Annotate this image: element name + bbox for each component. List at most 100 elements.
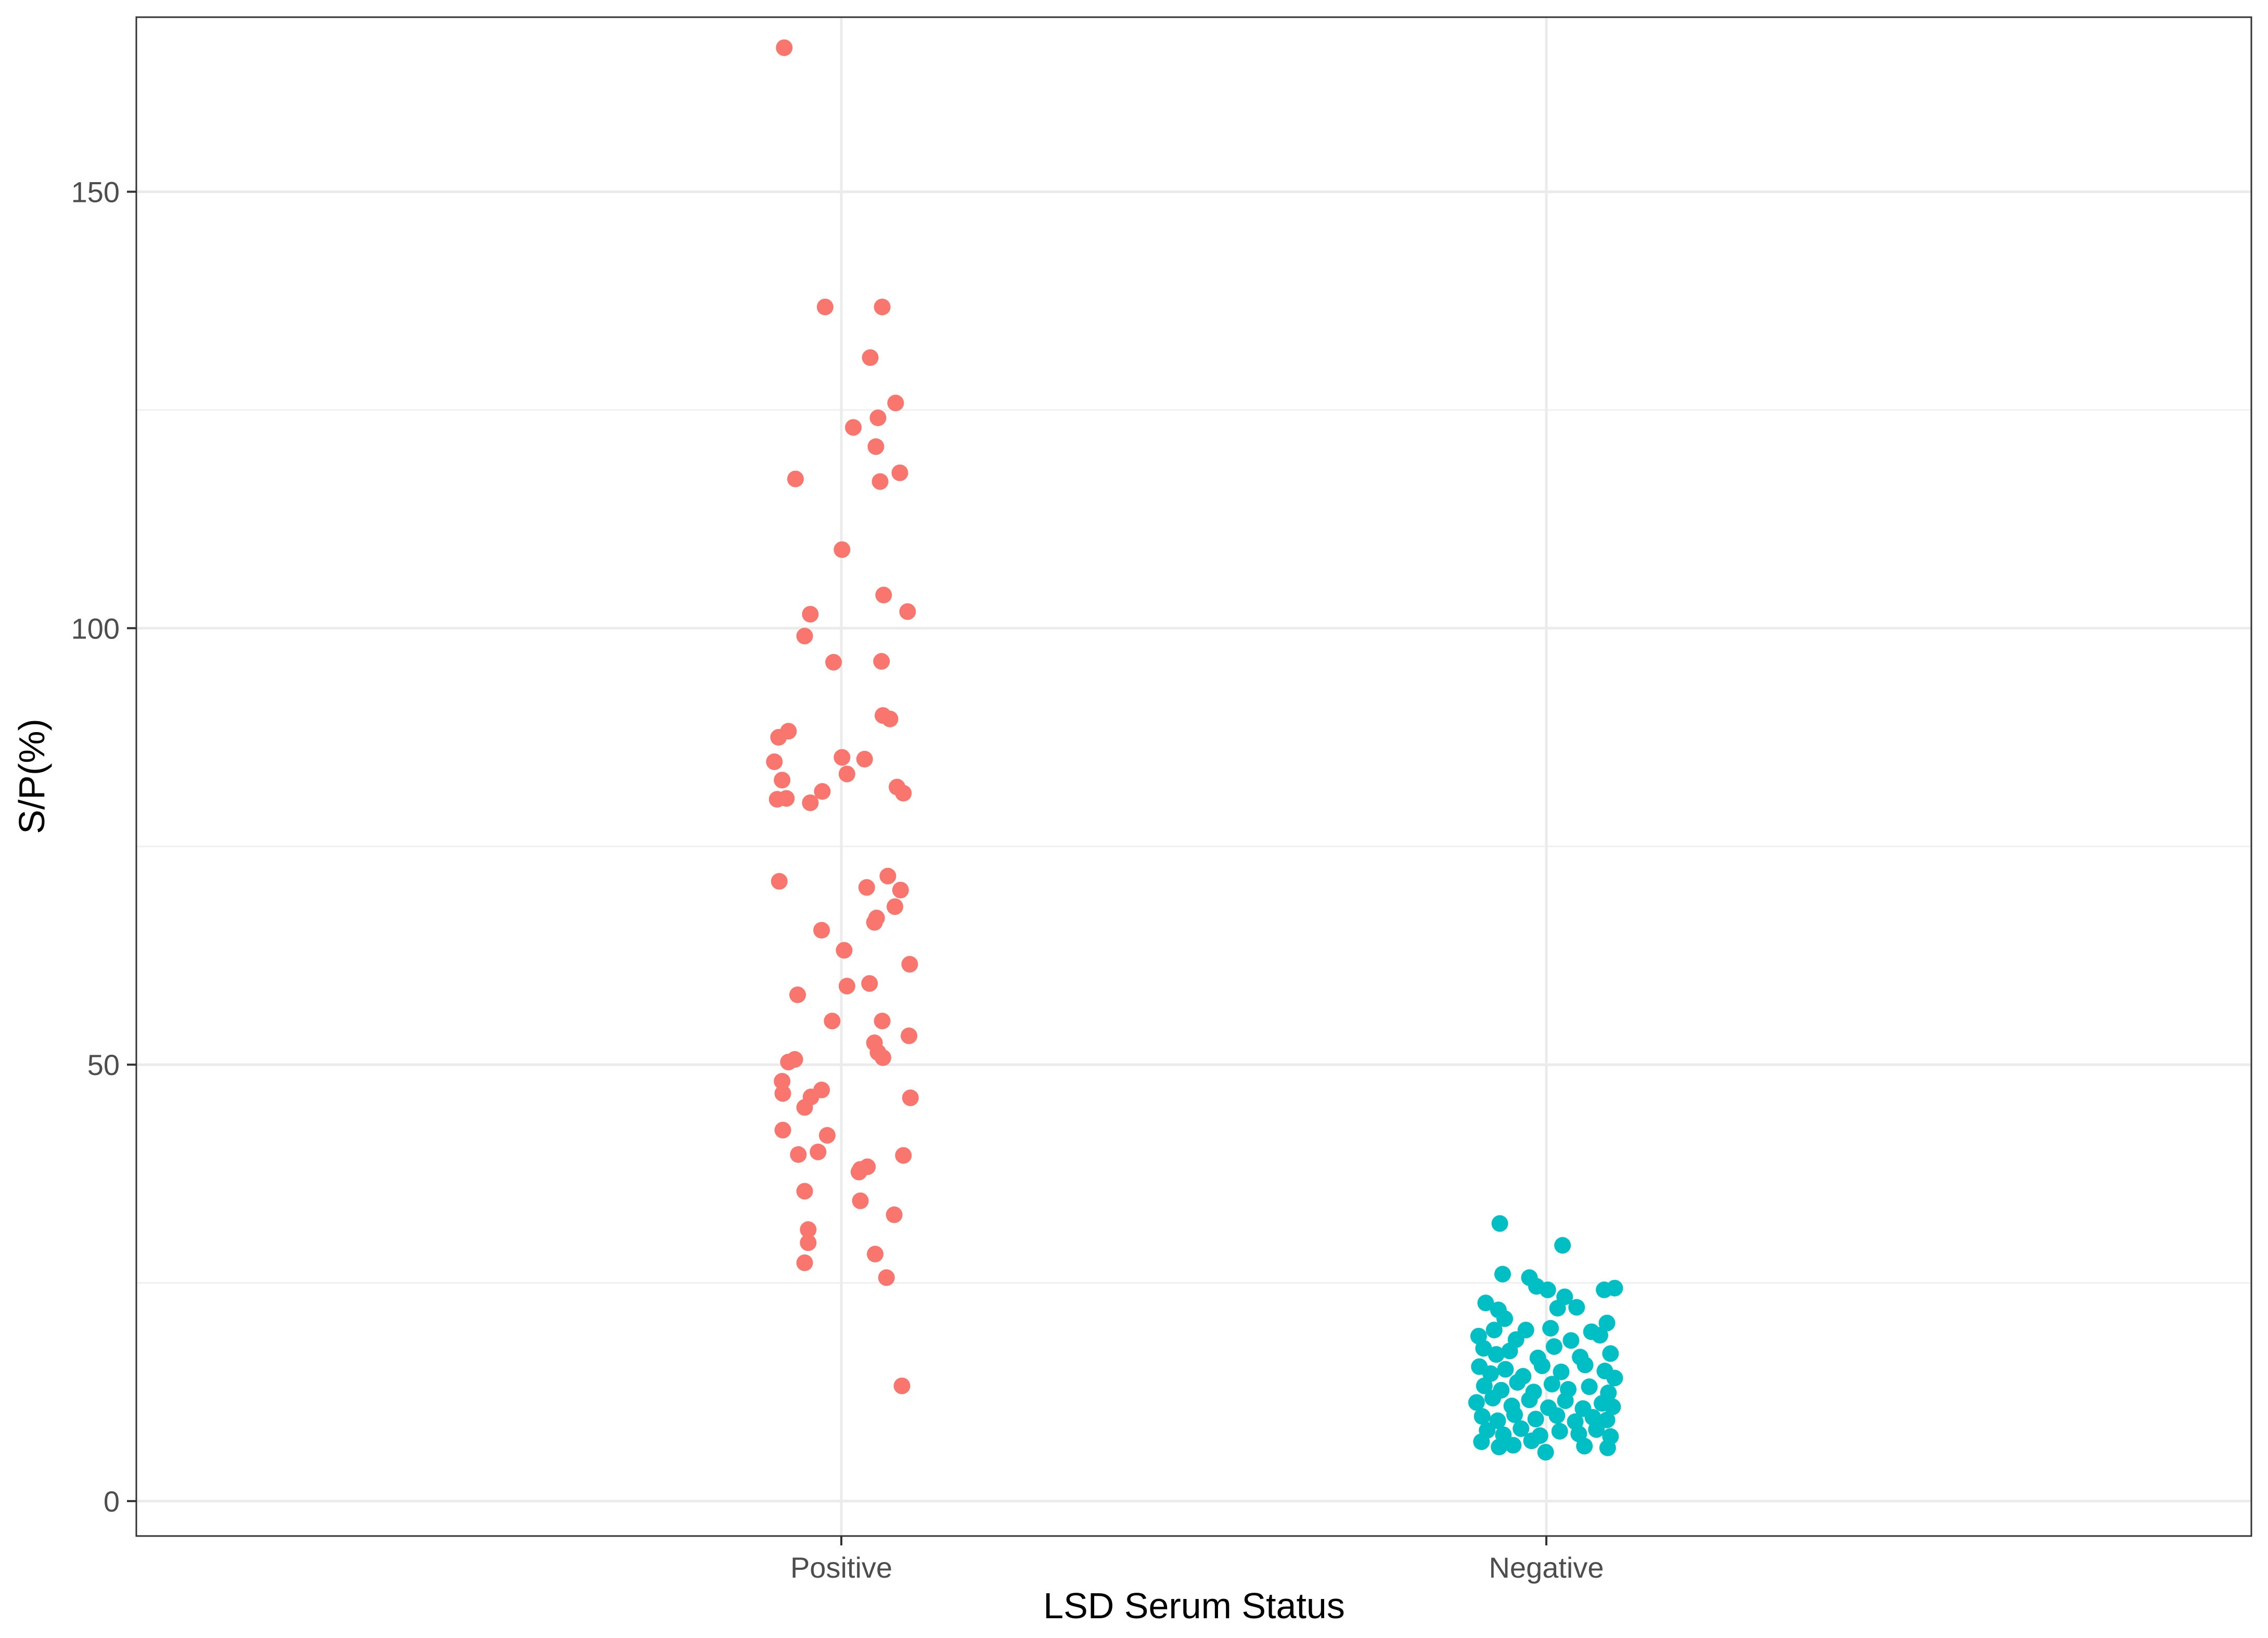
data-point-positive bbox=[886, 898, 903, 915]
data-point-positive bbox=[867, 1246, 884, 1263]
data-point-negative bbox=[1473, 1433, 1490, 1450]
data-point-negative bbox=[1542, 1320, 1559, 1337]
data-point-negative bbox=[1523, 1432, 1540, 1450]
data-point-positive bbox=[887, 394, 904, 412]
data-point-negative bbox=[1506, 1406, 1523, 1423]
data-point-negative bbox=[1557, 1392, 1574, 1409]
x-tick-label: Positive bbox=[790, 1551, 892, 1584]
y-tick-label: 0 bbox=[104, 1485, 120, 1518]
data-point-positive bbox=[881, 710, 899, 727]
data-point-positive bbox=[800, 1221, 817, 1238]
data-point-positive bbox=[902, 1089, 919, 1106]
data-point-positive bbox=[861, 975, 878, 992]
data-point-positive bbox=[774, 772, 791, 789]
y-axis-title: S/P(%) bbox=[11, 719, 52, 834]
data-point-positive bbox=[838, 978, 855, 995]
data-point-negative bbox=[1509, 1374, 1526, 1391]
data-point-positive bbox=[899, 603, 916, 620]
y-tick-label: 150 bbox=[71, 176, 120, 209]
data-point-negative bbox=[1551, 1423, 1568, 1440]
data-point-negative bbox=[1548, 1407, 1566, 1424]
data-point-negative bbox=[1476, 1377, 1493, 1394]
data-point-negative bbox=[1527, 1411, 1544, 1428]
data-point-positive bbox=[886, 1206, 903, 1223]
data-point-positive bbox=[836, 942, 853, 959]
data-point-positive bbox=[824, 1013, 841, 1030]
data-point-positive bbox=[901, 956, 918, 973]
data-point-negative bbox=[1521, 1391, 1538, 1409]
data-point-positive bbox=[901, 1027, 918, 1044]
data-point-positive bbox=[874, 1013, 891, 1030]
data-point-positive bbox=[859, 1158, 876, 1175]
data-point-negative bbox=[1491, 1438, 1508, 1455]
data-point-negative bbox=[1606, 1370, 1623, 1387]
data-point-negative bbox=[1543, 1376, 1560, 1393]
data-point-positive bbox=[879, 867, 896, 885]
data-point-positive bbox=[874, 298, 891, 315]
data-point-positive bbox=[796, 1254, 813, 1271]
data-point-negative bbox=[1488, 1346, 1505, 1363]
data-point-negative bbox=[1468, 1394, 1485, 1411]
data-point-positive bbox=[810, 1143, 827, 1160]
data-point-positive bbox=[813, 1081, 830, 1098]
data-point-positive bbox=[778, 790, 795, 807]
data-point-negative bbox=[1598, 1314, 1616, 1332]
data-point-positive bbox=[774, 1121, 791, 1138]
data-point-positive bbox=[893, 1377, 911, 1394]
data-point-positive bbox=[825, 654, 842, 671]
data-point-positive bbox=[838, 765, 855, 783]
data-point-positive bbox=[834, 541, 851, 558]
data-point-negative bbox=[1554, 1237, 1571, 1254]
data-point-negative bbox=[1473, 1408, 1491, 1425]
y-tick-label: 50 bbox=[87, 1048, 120, 1081]
x-axis: Positive Negative bbox=[790, 1536, 1604, 1584]
data-point-positive bbox=[796, 628, 813, 645]
data-point-positive bbox=[862, 349, 879, 366]
data-point-positive bbox=[814, 783, 831, 800]
data-point-positive bbox=[878, 1269, 895, 1286]
data-point-positive bbox=[813, 922, 830, 939]
data-point-positive bbox=[867, 438, 885, 455]
data-point-negative bbox=[1484, 1389, 1502, 1406]
data-point-negative bbox=[1513, 1420, 1530, 1437]
y-tick-label: 100 bbox=[71, 612, 120, 645]
data-point-positive bbox=[802, 794, 819, 811]
data-point-positive bbox=[774, 1085, 791, 1102]
data-point-negative bbox=[1501, 1342, 1518, 1360]
data-point-negative bbox=[1533, 1357, 1551, 1374]
data-point-negative bbox=[1602, 1345, 1619, 1362]
data-point-negative bbox=[1496, 1310, 1514, 1327]
data-point-negative bbox=[1604, 1398, 1621, 1415]
data-point-positive bbox=[818, 1127, 836, 1144]
data-point-positive bbox=[787, 470, 804, 488]
data-point-negative bbox=[1491, 1215, 1508, 1232]
data-point-positive bbox=[800, 1234, 817, 1251]
data-point-negative bbox=[1477, 1295, 1494, 1312]
data-point-positive bbox=[869, 409, 887, 427]
y-axis: 0 50 100 150 bbox=[71, 176, 136, 1518]
panel-border bbox=[135, 16, 2252, 1537]
x-axis-title: LSD Serum Status bbox=[1043, 1585, 1345, 1626]
data-point-positive bbox=[895, 1147, 912, 1164]
data-point-positive bbox=[816, 298, 834, 315]
data-point-negative bbox=[1588, 1421, 1605, 1438]
data-point-positive bbox=[866, 914, 883, 931]
data-point-negative bbox=[1599, 1439, 1616, 1456]
data-point-negative bbox=[1485, 1322, 1503, 1339]
data-point-positive bbox=[776, 39, 793, 56]
data-point-negative bbox=[1568, 1299, 1585, 1316]
data-point-positive bbox=[834, 749, 851, 766]
data-point-negative bbox=[1577, 1357, 1594, 1374]
data-point-positive bbox=[892, 881, 909, 899]
data-point-negative bbox=[1494, 1265, 1511, 1283]
data-point-negative bbox=[1553, 1363, 1570, 1380]
data-point-positive bbox=[895, 785, 912, 802]
data-point-positive bbox=[796, 1183, 813, 1200]
data-point-negative bbox=[1482, 1365, 1499, 1382]
data-point-positive bbox=[845, 419, 862, 436]
data-point-positive bbox=[766, 753, 783, 770]
data-point-negative bbox=[1576, 1438, 1593, 1455]
data-point-positive bbox=[790, 1146, 807, 1163]
data-point-positive bbox=[770, 729, 787, 746]
